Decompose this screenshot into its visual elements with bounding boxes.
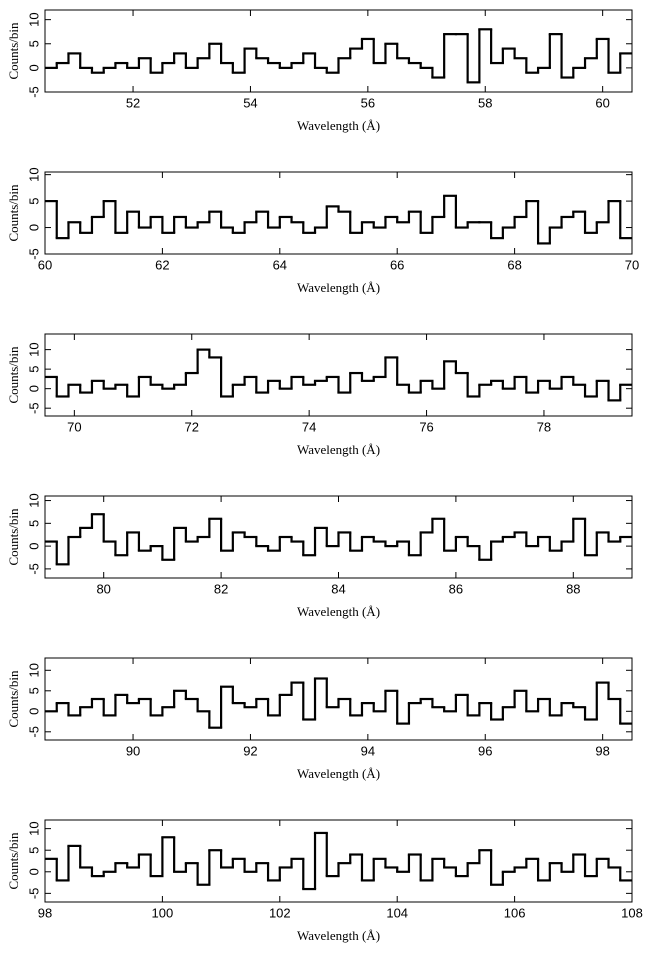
x-tick-label: 66 bbox=[390, 257, 404, 272]
x-tick-label: 64 bbox=[273, 257, 287, 272]
plot-frame bbox=[44, 657, 633, 741]
y-tick-label: 0 bbox=[26, 224, 41, 231]
panel: 98 100 102 104 106 108 -5 0 5 10 Wavelength (Å) Cou… bbox=[6, 819, 643, 943]
y-tick-label: 0 bbox=[26, 868, 41, 875]
y-tick-label: 5 bbox=[26, 197, 41, 204]
x-tick-label: 104 bbox=[386, 905, 408, 920]
y-axis-label: Counts/bin bbox=[6, 22, 21, 80]
x-axis-label: Wavelength (Å) bbox=[297, 118, 380, 133]
x-tick-label: 54 bbox=[243, 95, 257, 110]
plot-frame bbox=[44, 9, 633, 93]
x-tick-label: 68 bbox=[507, 257, 521, 272]
panel: 90 92 94 96 98 -5 0 5 10 Wavelength (Å) Counts/bin bbox=[6, 657, 633, 781]
x-tick-label: 60 bbox=[595, 95, 609, 110]
y-tick-label: 5 bbox=[26, 847, 41, 854]
y-tick-label: 10 bbox=[26, 12, 41, 26]
x-tick-label: 72 bbox=[185, 419, 199, 434]
plot-frame bbox=[44, 171, 633, 255]
y-tick-label: -5 bbox=[26, 248, 41, 260]
plot-area bbox=[45, 513, 632, 566]
y-axis-label: Counts/bin bbox=[6, 184, 21, 242]
x-axis-label: Wavelength (Å) bbox=[297, 604, 380, 619]
x-tick-label: 96 bbox=[478, 743, 492, 758]
x-tick-label: 88 bbox=[566, 581, 580, 596]
y-tick-label: 10 bbox=[26, 167, 41, 181]
y-tick-label: -5 bbox=[26, 402, 41, 414]
y-tick-label: 5 bbox=[26, 520, 41, 527]
y-tick-label: 0 bbox=[26, 542, 41, 549]
panel: 70 72 74 76 78 -5 0 5 10 Wavelength (Å) Counts/bin bbox=[6, 333, 633, 457]
y-axis-label: Counts/bin bbox=[6, 670, 21, 728]
y-tick-label: -5 bbox=[26, 888, 41, 900]
x-tick-label: 74 bbox=[302, 419, 316, 434]
y-tick-label: -5 bbox=[26, 726, 41, 738]
x-tick-label: 108 bbox=[621, 905, 643, 920]
x-tick-label: 56 bbox=[361, 95, 375, 110]
x-tick-label: 78 bbox=[537, 419, 551, 434]
x-tick-label: 60 bbox=[38, 257, 52, 272]
x-tick-label: 98 bbox=[595, 743, 609, 758]
x-tick-label: 86 bbox=[449, 581, 463, 596]
x-tick-label: 70 bbox=[67, 419, 81, 434]
x-tick-label: 62 bbox=[155, 257, 169, 272]
x-tick-label: 82 bbox=[214, 581, 228, 596]
y-tick-label: -5 bbox=[26, 86, 41, 98]
y-tick-label: 5 bbox=[26, 366, 41, 373]
plot-area bbox=[45, 348, 632, 402]
plot-area bbox=[45, 194, 632, 245]
x-axis-label: Wavelength (Å) bbox=[297, 280, 380, 295]
x-axis-label: Wavelength (Å) bbox=[297, 766, 380, 781]
x-tick-label: 90 bbox=[126, 743, 140, 758]
y-tick-label: 10 bbox=[26, 342, 41, 356]
x-tick-label: 106 bbox=[504, 905, 526, 920]
plot-area bbox=[45, 831, 632, 891]
x-tick-label: 92 bbox=[243, 743, 257, 758]
x-tick-label: 100 bbox=[152, 905, 174, 920]
y-axis-label: Counts/bin bbox=[6, 832, 21, 890]
y-tick-label: 10 bbox=[26, 493, 41, 507]
plot-area bbox=[45, 28, 632, 84]
panel: 60 62 64 66 68 70 -5 0 5 10 Wavelength (Å) Counts/b… bbox=[6, 167, 639, 295]
x-tick-label: 58 bbox=[478, 95, 492, 110]
plot-frame bbox=[44, 819, 633, 903]
x-tick-label: 70 bbox=[625, 257, 639, 272]
y-axis-label: Counts/bin bbox=[6, 346, 21, 404]
y-tick-label: -5 bbox=[26, 563, 41, 575]
plot-area bbox=[45, 677, 632, 729]
x-tick-label: 98 bbox=[38, 905, 52, 920]
y-tick-label: 0 bbox=[26, 385, 41, 392]
x-tick-label: 102 bbox=[269, 905, 291, 920]
panel: 52 54 56 58 60 -5 0 5 10 Wavelength (Å) Counts/bin bbox=[6, 9, 633, 133]
y-tick-label: 5 bbox=[26, 40, 41, 47]
y-tick-label: 5 bbox=[26, 687, 41, 694]
x-tick-label: 76 bbox=[419, 419, 433, 434]
x-tick-label: 52 bbox=[126, 95, 140, 110]
x-tick-label: 94 bbox=[361, 743, 375, 758]
y-tick-label: 10 bbox=[26, 663, 41, 677]
x-tick-label: 80 bbox=[96, 581, 110, 596]
x-tick-label: 84 bbox=[331, 581, 345, 596]
y-tick-label: 10 bbox=[26, 821, 41, 835]
x-axis-label: Wavelength (Å) bbox=[297, 928, 380, 943]
x-axis-label: Wavelength (Å) bbox=[297, 442, 380, 457]
plot-frame bbox=[44, 333, 633, 417]
y-tick-label: 0 bbox=[26, 708, 41, 715]
panel: 80 82 84 86 88 -5 0 5 10 Wavelength (Å) Counts/bin bbox=[6, 493, 633, 619]
y-tick-label: 0 bbox=[26, 64, 41, 71]
y-axis-label: Counts/bin bbox=[6, 508, 21, 566]
